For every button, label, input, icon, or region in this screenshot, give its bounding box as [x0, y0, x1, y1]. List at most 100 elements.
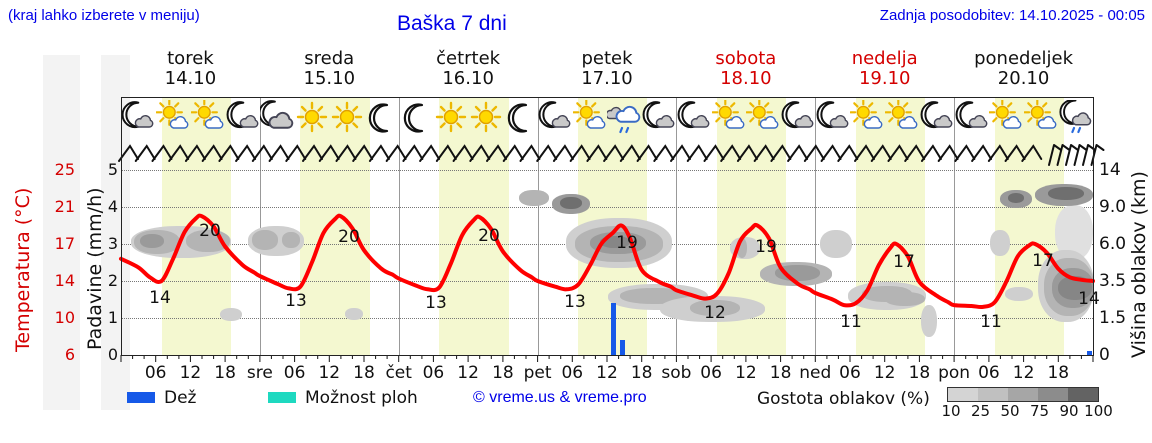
cloud-height-tick: 1.5	[1099, 308, 1127, 328]
hour-label: 06	[700, 363, 722, 383]
hour-label: 06	[839, 363, 861, 383]
temperature-value-label: 14	[1078, 289, 1100, 309]
cloud-height-tick: 0	[1099, 345, 1110, 365]
day-abbrev-label: ned	[799, 363, 832, 383]
day-date: 14.10	[164, 68, 217, 89]
moon-cloud-icon	[781, 100, 815, 134]
sun-cloud-icon	[155, 98, 190, 134]
day-name-sobota: sobota	[715, 48, 777, 69]
cloud-blob	[1048, 187, 1084, 200]
moon-cloud-icon	[538, 100, 572, 134]
menu-hint: (kraj lahko izberete v meniju)	[8, 7, 200, 24]
temperature-value-label: 11	[980, 312, 1002, 332]
sun-cloud-icon	[190, 98, 225, 134]
colorbar-tick-label: 25	[970, 402, 991, 420]
colorbar-segment	[978, 388, 1008, 401]
day-date: 20.10	[997, 68, 1050, 89]
daylight-band	[855, 97, 926, 355]
hour-label: 12	[735, 363, 757, 383]
rain-bar	[611, 303, 617, 355]
temperature-value-label: 13	[564, 292, 586, 312]
hour-label: 12	[179, 363, 202, 383]
cloud-blob	[140, 234, 164, 248]
rain-bar	[1087, 350, 1092, 355]
temp-tick: 14	[54, 271, 75, 290]
showers-legend-swatch	[268, 392, 296, 403]
day-date: 19.10	[858, 68, 911, 89]
sun-cloud-icon	[1023, 98, 1058, 134]
day-abbrev-label: sob	[661, 363, 692, 383]
cloud-blob	[345, 308, 363, 320]
temperature-value-label: 20	[478, 226, 500, 246]
gridline	[121, 170, 1093, 171]
day-separator	[815, 97, 817, 355]
hour-label: 18	[353, 363, 375, 383]
day-date: 15.10	[303, 68, 356, 89]
day-name-nedelja: nedelja	[851, 48, 918, 69]
colorbar-segment	[948, 388, 978, 401]
temperature-value-label: 19	[755, 237, 777, 257]
colorbar-segment	[1008, 388, 1038, 401]
temperature-value-label: 13	[425, 293, 447, 313]
cloud-blob	[820, 230, 852, 258]
day-date: 17.10	[581, 68, 633, 89]
gridline	[121, 207, 1093, 208]
cloud-rain-icon	[606, 100, 641, 134]
temperature-value-label: 11	[840, 312, 862, 332]
gridline	[121, 318, 1093, 319]
sun-icon	[469, 100, 503, 134]
background-strip	[43, 55, 80, 410]
day-separator	[259, 97, 261, 355]
last-update: Zadnja posodobitev: 14.10.2025 - 00:05	[879, 7, 1145, 24]
rain-bar	[619, 340, 625, 355]
day-name-ponedeljek: ponedeljek	[974, 48, 1074, 69]
colorbar-tick-label: 90	[1059, 402, 1079, 420]
hour-label: 18	[1047, 363, 1070, 383]
sun-cloud-icon	[988, 98, 1023, 134]
hour-label: 12	[318, 363, 341, 383]
sun-cloud-icon	[711, 98, 746, 134]
temperature-value-label: 17	[893, 252, 915, 272]
page-title: Baška 7 dni	[397, 12, 507, 35]
day-abbrev-label: pet	[523, 363, 552, 383]
temperature-value-label: 13	[285, 291, 307, 311]
hour-label: 18	[630, 363, 653, 383]
cloud-blob	[519, 190, 549, 206]
temperature-value-label: 19	[616, 233, 638, 253]
colorbar-tick-label: 10	[941, 402, 961, 420]
day-abbrev-label: sre	[246, 363, 273, 383]
precip-tick: 1	[107, 308, 118, 327]
moon-icon	[503, 100, 537, 134]
day-separator	[398, 97, 400, 355]
precip-tick: 3	[107, 234, 118, 253]
copyright-link[interactable]: © vreme.us & vreme.pro	[473, 389, 647, 406]
moon-cloud-icon	[677, 100, 711, 134]
cloud-density-ticks: 10 25 50 75 90 100	[941, 387, 1112, 420]
cloud-height-tick: 6.0	[1099, 234, 1127, 254]
temperature-value-label: 12	[704, 303, 726, 323]
temp-tick: 25	[54, 160, 75, 179]
day-name-sreda: sreda	[304, 48, 355, 69]
cloud-blob	[990, 230, 1010, 256]
cloud-blob	[1005, 287, 1033, 301]
cloud-blob	[737, 238, 747, 258]
temperature-value-label: 20	[338, 227, 360, 247]
precip-tick: 5	[107, 160, 118, 179]
moon-icon	[399, 100, 433, 134]
cloud-blob	[775, 265, 820, 281]
moon-cloud-rain-icon	[1059, 99, 1093, 134]
colorbar-tick-label: 50	[1000, 402, 1020, 420]
hour-label: 18	[908, 363, 931, 383]
moon-cloud-icon	[642, 100, 676, 134]
day-abbrev-label: čet	[385, 363, 412, 383]
temp-tick: 21	[54, 197, 75, 216]
hour-label: 12	[596, 363, 618, 383]
cloud-height-tick: 3.5	[1099, 271, 1127, 291]
moon-icon	[364, 100, 398, 134]
temperature-value-label: 17	[1032, 251, 1054, 271]
showers-legend-label: Možnost ploh	[305, 388, 418, 408]
day-date: 18.10	[720, 68, 772, 89]
cloud-blob	[220, 308, 242, 321]
